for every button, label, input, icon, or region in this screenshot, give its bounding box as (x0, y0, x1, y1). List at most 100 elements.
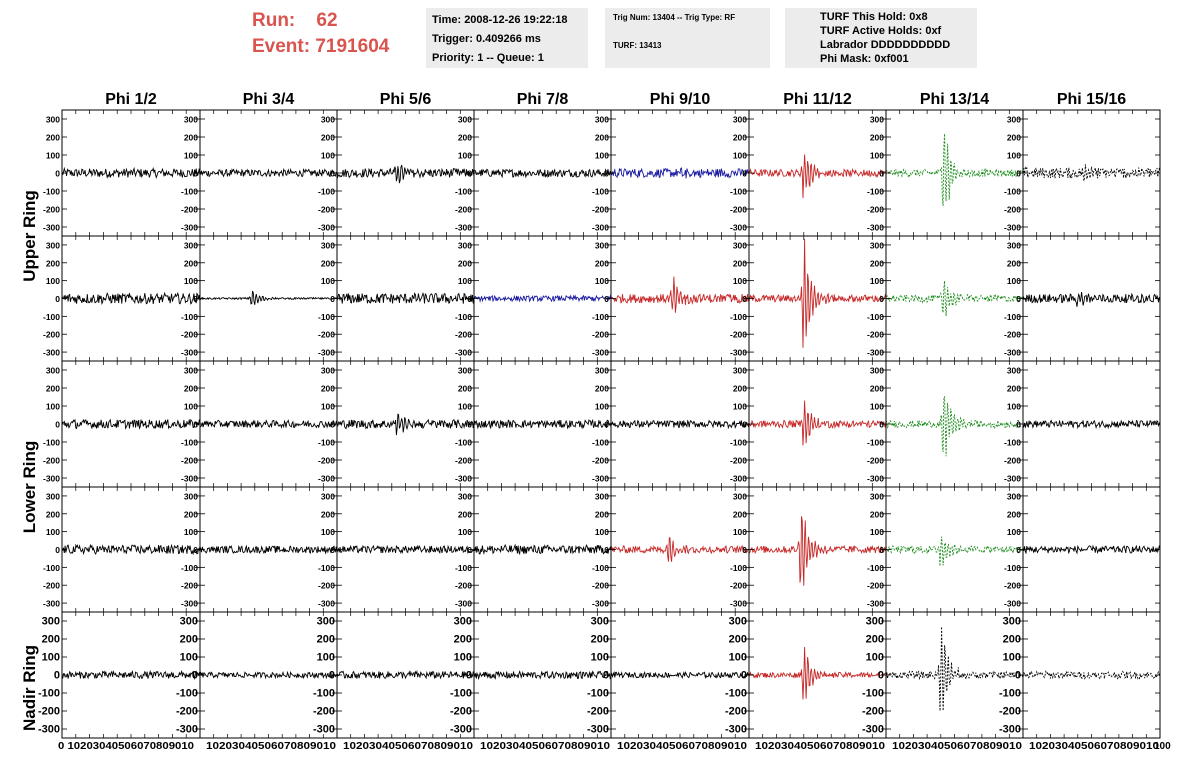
y-tick-label: 0 (329, 670, 335, 682)
y-tick-label: 0 (55, 294, 60, 304)
y-tick-label: 300 (317, 616, 335, 628)
y-tick-label: -200 (450, 706, 472, 718)
y-tick-label: -200 (318, 581, 335, 591)
waveform-trace (473, 418, 612, 430)
y-tick-label: 200 (1007, 384, 1021, 394)
y-tick-label: 100 (733, 276, 747, 286)
y-tick-label: 100 (46, 527, 60, 537)
y-tick-label: -200 (181, 205, 198, 215)
y-tick-label: -300 (318, 474, 335, 484)
y-tick-label: 0 (1016, 169, 1021, 179)
panel-frame (1022, 611, 1161, 739)
y-tick-label: 200 (184, 509, 198, 519)
y-tick-label: 0 (330, 169, 335, 179)
y-tick-label: 300 (46, 115, 60, 125)
y-tick-label: 200 (870, 258, 884, 268)
trig-line: Trig Num: 13404 -- Trig Type: RF (613, 13, 736, 22)
column-header: Phi 5/6 (380, 91, 432, 108)
y-tick-label: 200 (1007, 258, 1021, 268)
trig-info-panel: Trig Num: 13404 -- Trig Type: RF TURF: 1… (605, 8, 770, 68)
y-tick-label: -300 (455, 223, 472, 233)
y-tick-label: -300 (318, 348, 335, 358)
y-tick-label: -100 (1004, 312, 1021, 322)
waveform-trace (473, 543, 612, 556)
y-tick-label: 200 (870, 509, 884, 519)
y-tick-label: -300 (730, 223, 747, 233)
y-tick-label: 100 (595, 402, 609, 412)
y-tick-label: -300 (730, 474, 747, 484)
waveform-trace (610, 419, 750, 430)
labrador-line: Labrador DDDDDDDDDD (820, 39, 951, 51)
y-tick-label: 0 (467, 169, 472, 179)
y-tick-label: -100 (730, 563, 747, 573)
y-tick-label: -200 (725, 706, 747, 718)
y-tick-label: -300 (455, 474, 472, 484)
x-tick-label: 10203040506070809010 (892, 741, 1023, 752)
y-tick-label: -300 (450, 724, 472, 736)
y-tick-label: 200 (729, 634, 747, 646)
y-tick-label: 300 (458, 115, 472, 125)
y-tick-label: -200 (313, 706, 335, 718)
y-tick-label: 100 (317, 652, 335, 664)
y-tick-label: 200 (733, 384, 747, 394)
y-tick-label: -300 (181, 599, 198, 609)
waveform-trace (1022, 669, 1161, 680)
y-tick-label: -100 (730, 187, 747, 197)
x-tick-label: 10203040506070809010 (1029, 741, 1160, 752)
y-tick-label: -100 (43, 187, 60, 197)
y-tick-label: 300 (870, 491, 884, 501)
row-label: Upper Ring (20, 190, 39, 282)
y-tick-label: 100 (184, 276, 198, 286)
y-tick-label: 300 (733, 115, 747, 125)
y-tick-label: -100 (592, 187, 609, 197)
waveform-trace (610, 537, 750, 562)
y-tick-label: 0 (330, 420, 335, 430)
y-tick-label: 200 (321, 133, 335, 143)
y-tick-label: -300 (1004, 599, 1021, 609)
y-tick-label: -100 (318, 312, 335, 322)
y-tick-label: 200 (733, 509, 747, 519)
y-tick-label: -100 (181, 563, 198, 573)
waveform-trace (61, 669, 201, 681)
waveform-trace (473, 294, 612, 303)
y-tick-label: -200 (592, 205, 609, 215)
y-tick-label: 0 (879, 169, 884, 179)
y-tick-label: 300 (866, 616, 884, 628)
y-tick-label: -100 (867, 563, 884, 573)
y-tick-label: 100 (321, 276, 335, 286)
y-tick-label: 0 (604, 420, 609, 430)
y-tick-label: 200 (184, 133, 198, 143)
turf-line: TURF: 13413 (613, 41, 662, 50)
y-tick-label: -100 (181, 312, 198, 322)
turf-info-panel: TURF This Hold: 0x8 TURF Active Holds: 0… (785, 8, 977, 68)
y-tick-label: 300 (454, 616, 472, 628)
row-label: Lower Ring (20, 441, 39, 534)
y-tick-label: 300 (321, 240, 335, 250)
row-label: Nadir Ring (20, 645, 39, 731)
y-tick-label: 100 (870, 402, 884, 412)
time-info-panel: Time: 2008-12-26 19:22:18 Trigger: 0.409… (426, 8, 588, 68)
y-tick-label: 200 (595, 384, 609, 394)
y-tick-label: -200 (1004, 456, 1021, 466)
y-tick-label: 0 (1016, 545, 1021, 555)
column-header: Phi 11/12 (783, 91, 852, 108)
waveform-trace (1022, 292, 1161, 307)
y-tick-label: -200 (455, 205, 472, 215)
event-value: 7191604 (315, 36, 390, 57)
y-tick-label: 0 (879, 420, 884, 430)
column-header: Phi 9/10 (650, 91, 711, 108)
y-tick-label: 0 (193, 545, 198, 555)
waveform-trace (610, 167, 750, 179)
y-tick-label: 100 (595, 527, 609, 537)
waveform-trace (199, 290, 338, 305)
y-tick-label: 0 (742, 169, 747, 179)
y-tick-label: 100 (870, 151, 884, 161)
y-tick-label: -200 (587, 706, 609, 718)
y-tick-label: -100 (318, 563, 335, 573)
panel-frame (61, 360, 201, 488)
column-header: Phi 15/16 (1057, 91, 1126, 108)
x-tick-label: 10203040506070809010 (480, 741, 611, 752)
y-tick-label: 100 (733, 527, 747, 537)
y-tick-label: 300 (458, 240, 472, 250)
